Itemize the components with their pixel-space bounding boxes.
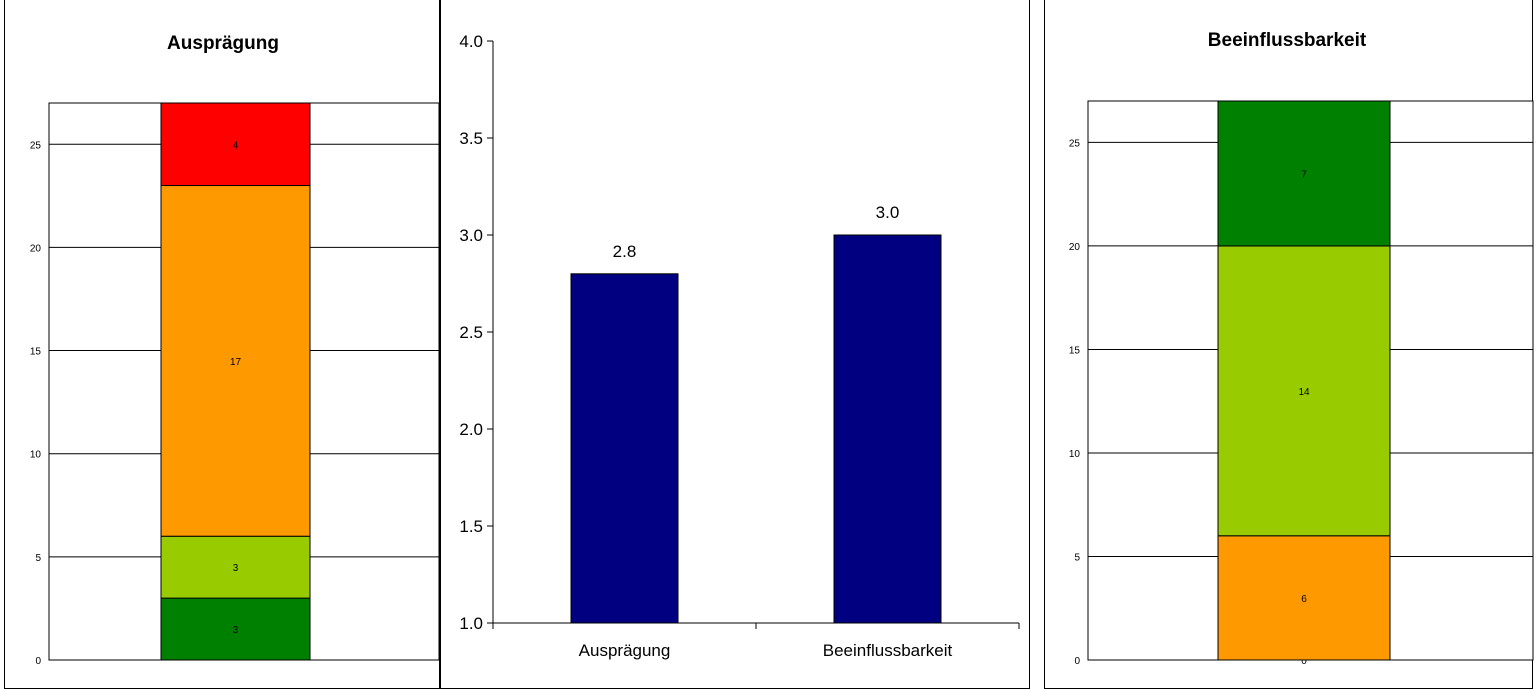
beeinflussbarkeit-segment xyxy=(1217,535,1391,661)
beeinflussbarkeit-ytick-label: 25 xyxy=(1069,138,1081,149)
beeinflussbarkeit-ytick-label: 5 xyxy=(1074,552,1080,563)
comparison-bar-value-label: 2.8 xyxy=(613,242,637,261)
beeinflussbarkeit-ytick-label: 0 xyxy=(1074,656,1080,667)
comparison-bar xyxy=(833,234,942,624)
beeinflussbarkeit-ytick-label: 20 xyxy=(1069,242,1081,253)
auspraegung-ytick-label: 20 xyxy=(30,243,42,254)
auspraegung-ytick-label: 5 xyxy=(35,553,41,564)
beeinflussbarkeit-ytick-label: 15 xyxy=(1069,345,1081,356)
chart-panel-auspraegung: Ausprägung 0 5 10 15 20 25 3 3 17 4 xyxy=(4,0,440,689)
beeinflussbarkeit-segment-label: 6 xyxy=(1301,594,1307,605)
beeinflussbarkeit-segment xyxy=(1217,245,1391,537)
comparison-ytick-label: 1.0 xyxy=(459,614,483,633)
comparison-ytick-label: 2.5 xyxy=(459,323,483,342)
beeinflussbarkeit-ytick-label: 10 xyxy=(1069,449,1081,460)
auspraegung-ytick-label: 25 xyxy=(30,140,42,151)
auspraegung-segment-label: 4 xyxy=(233,140,239,151)
comparison-ytick-label: 2.0 xyxy=(459,420,483,439)
auspraegung-ytick-label: 15 xyxy=(30,347,42,358)
auspraegung-title: Ausprägung xyxy=(167,33,279,54)
chart-panel-beeinflussbarkeit: Beeinflussbarkeit 0 5 10 15 20 25 0 6 14 7 xyxy=(1044,0,1534,689)
chart-panel-comparison: 1.0 1.5 2.0 2.5 3.0 3.5 4.0 2.8 Ausprägung 3.0 Bee… xyxy=(440,0,1030,689)
comparison-ytick-label: 1.5 xyxy=(459,517,483,536)
stacked-bar-chart-beeinflussbarkeit: Beeinflussbarkeit 0 5 10 15 20 25 0 6 14 7 xyxy=(1069,30,1534,667)
comparison-bar-value-label: 3.0 xyxy=(876,203,900,222)
comparison-category-label: Ausprägung xyxy=(579,641,671,660)
beeinflussbarkeit-segment xyxy=(1217,100,1391,247)
comparison-bar xyxy=(570,273,679,624)
auspraegung-segment xyxy=(160,597,311,661)
auspraegung-segment-label: 3 xyxy=(233,625,239,636)
comparison-ytick-label: 3.0 xyxy=(459,226,483,245)
beeinflussbarkeit-segment-label: 7 xyxy=(1301,169,1307,180)
auspraegung-segment-label: 3 xyxy=(233,563,239,574)
auspraegung-segment xyxy=(160,102,311,187)
comparison-category-label: Beeinflussbarkeit xyxy=(823,641,953,660)
comparison-ytick-label: 4.0 xyxy=(459,32,483,51)
beeinflussbarkeit-title: Beeinflussbarkeit xyxy=(1208,30,1367,51)
auspraegung-ytick-label: 10 xyxy=(30,450,42,461)
auspraegung-segment-label: 17 xyxy=(230,357,242,368)
beeinflussbarkeit-segment-label: 14 xyxy=(1298,387,1310,398)
stacked-bar-chart-auspraegung: Ausprägung 0 5 10 15 20 25 3 3 17 4 xyxy=(30,33,440,667)
auspraegung-ytick-label: 0 xyxy=(35,656,41,667)
bar-chart-comparison: 1.0 1.5 2.0 2.5 3.0 3.5 4.0 2.8 Ausprägung 3.0 Bee… xyxy=(459,32,1020,660)
beeinflussbarkeit-segment-label: 0 xyxy=(1301,656,1307,667)
comparison-ytick-label: 3.5 xyxy=(459,129,483,148)
